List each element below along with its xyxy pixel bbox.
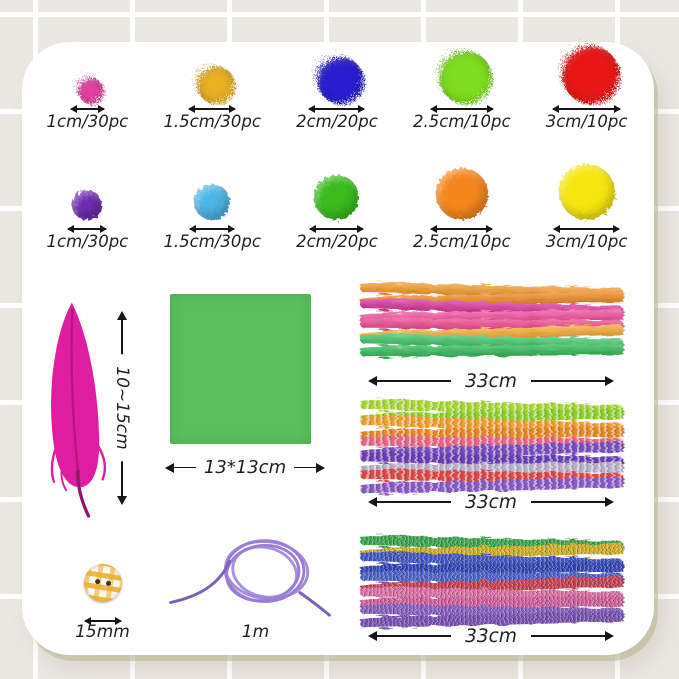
pipe-cleaner-bundle-plain [359,281,625,358]
glitter-pom-poms-green [435,47,489,100]
pom-size-label: 1cm/30pc [46,111,129,131]
feather-vane [51,302,100,488]
pipe-cleaner-bundle-striped [359,398,625,495]
glitter-pom-poms-red [557,42,616,100]
pom-stage [72,164,103,220]
glitter-pom-poms-pink [74,74,101,100]
glitter-pom-row: 1cm/30pc 1.5cm/30pc 2cm/20pc 2.5cm/10pc 3cm/… [25,42,649,131]
feather-quill [76,469,91,518]
feather-height-measure: 10~15cm [110,311,134,505]
pom-item: 3cm/10pc [524,164,649,251]
width-arrow-icon [308,105,366,112]
feather-wisp [60,454,68,492]
pom-size-label: 1.5cm/30pc [163,231,261,251]
pom-stage [435,44,489,100]
pom-item: 1cm/30pc [25,44,150,131]
pom-stage [557,42,616,100]
pom-size-label: 1cm/30pc [46,231,129,251]
pom-size-label: 2.5cm/10pc [413,231,511,251]
feather-wisp [50,440,60,483]
pom-stage [313,44,361,100]
width-arrow-icon [309,225,365,232]
glitter-pom-poms-blue [313,53,361,100]
bundle1-measure: 33cm [368,369,614,393]
bundle2-measure: 33cm [368,490,614,514]
pom-stage [435,164,488,220]
arrow-right-icon [294,463,325,472]
felt-measure: 13*13cm [165,457,325,478]
width-arrow-icon [429,105,494,112]
cord-loop [231,545,299,599]
pom-item: 2.5cm/10pc [399,164,524,251]
feather-size-label: 10~15cm [110,354,134,462]
arrow-left-icon [165,463,196,472]
bundle3-length-label: 33cm [451,625,531,647]
pom-size-label: 2cm/20pc [296,111,378,131]
width-arrow-icon [553,225,621,232]
pom-item: 2.5cm/10pc [399,44,524,131]
width-arrow-icon [189,225,236,232]
pom-stage [194,164,231,220]
cord-tail [298,591,331,617]
pom-size-label: 3cm/10pc [545,111,628,131]
pom-stage [74,44,101,100]
felt-size-label: 13*13cm [203,457,287,478]
pom-size-label: 1.5cm/30pc [163,111,261,131]
width-arrow-icon [552,105,622,112]
pom-stage [558,164,615,220]
glitter-pom-poms-gold [193,62,232,100]
pom-size-label: 3cm/10pc [545,231,628,251]
feather-image [50,302,106,518]
pom-item: 1cm/30pc [25,164,150,251]
bundle3-measure: 33cm [368,624,614,648]
pom-size-label: 2cm/20pc [296,231,378,251]
width-arrow-icon [188,105,237,112]
pom-size-label: 2.5cm/10pc [413,111,511,131]
plain-pom-poms-orange [435,168,488,220]
button-size-label: 15mm [75,622,130,642]
pom-item: 3cm/10pc [524,42,649,131]
cord-image [169,539,331,617]
pom-item: 2cm/20pc [275,44,400,131]
plain-pom-poms-sky-blue [194,184,231,220]
felt-square [170,294,311,444]
plain-pom-row: 1cm/30pc 1.5cm/30pc 2cm/20pc 2.5cm/10pc 3cm/… [25,164,649,251]
bundle1-length-label: 33cm [451,370,531,392]
width-arrow-icon [69,105,105,112]
pom-item: 2cm/20pc [275,164,400,251]
plain-pom-poms-yellow [558,164,615,220]
button-width-arrow-icon [84,617,122,624]
cord-length-label: 1m [241,622,270,642]
cord-tail [169,559,231,604]
plain-pom-poms-green [314,175,360,220]
pom-stage [193,44,232,100]
width-arrow-icon [430,225,494,232]
feather-wisp [95,442,106,481]
bundle2-length-label: 33cm [451,491,531,513]
pom-item: 1.5cm/30pc [150,44,275,131]
pipe-cleaner-bundle-glitter [359,534,625,629]
pipe-cleaner [359,343,625,358]
plain-pom-poms-purple [72,190,103,220]
feather-shaft [70,308,79,470]
width-arrow-icon [67,225,108,232]
pom-item: 1.5cm/30pc [150,164,275,251]
pom-stage [314,164,360,220]
